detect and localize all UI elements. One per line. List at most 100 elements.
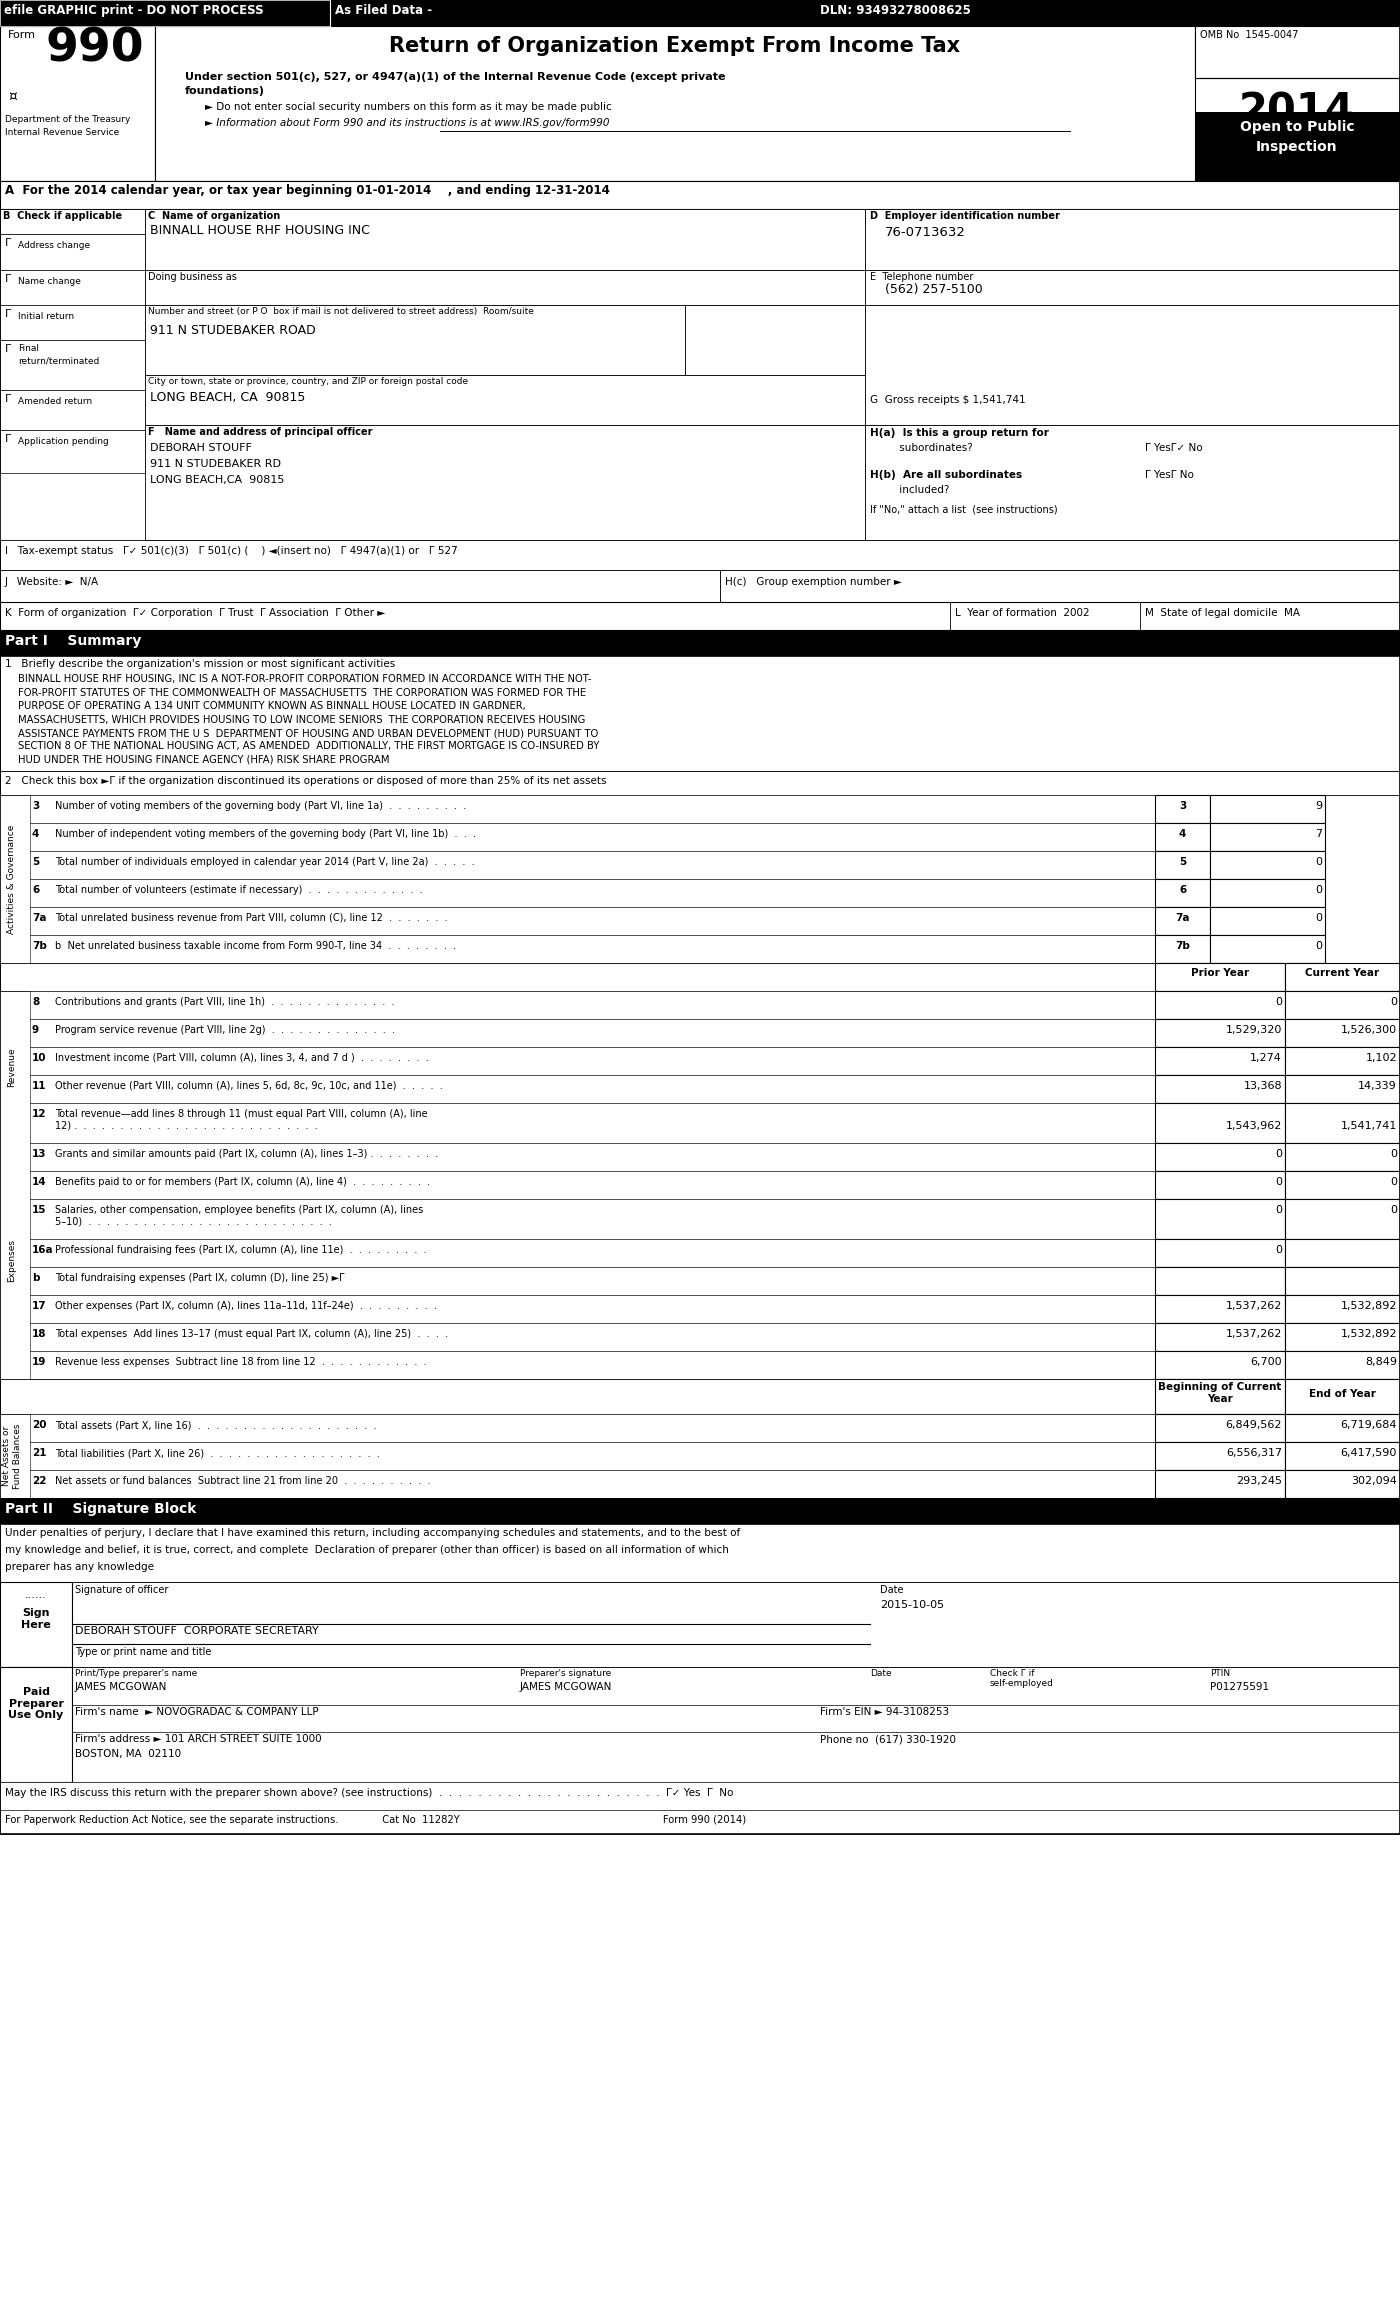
- Text: Amended return: Amended return: [18, 397, 92, 407]
- Bar: [1155, 1199, 1285, 1238]
- Text: 1,526,300: 1,526,300: [1341, 1024, 1397, 1036]
- Text: 6,417,590: 6,417,590: [1341, 1447, 1397, 1459]
- Bar: [29, 1103, 1155, 1144]
- Bar: [0, 1583, 71, 1668]
- Bar: [1155, 1415, 1285, 1443]
- Bar: [29, 907, 1155, 935]
- Bar: [1285, 1171, 1400, 1199]
- Text: Firm's name  ► NOVOGRADAC & COMPANY LLP: Firm's name ► NOVOGRADAC & COMPANY LLP: [76, 1707, 319, 1716]
- Text: Final: Final: [18, 345, 39, 354]
- Text: 911 N STUDEBAKER RD: 911 N STUDEBAKER RD: [150, 459, 281, 469]
- Text: 5: 5: [32, 857, 39, 866]
- Text: subordinates?: subordinates?: [869, 443, 973, 453]
- Text: ► Do not enter social security numbers on this form as it may be made public: ► Do not enter social security numbers o…: [204, 101, 612, 113]
- Text: Open to Public: Open to Public: [1239, 119, 1354, 133]
- Text: 7a: 7a: [32, 912, 46, 923]
- Bar: [1285, 1323, 1400, 1351]
- Text: my knowledge and belief, it is true, correct, and complete  Declaration of prepa: my knowledge and belief, it is true, cor…: [6, 1546, 729, 1555]
- Bar: [0, 629, 1400, 657]
- Text: 911 N STUDEBAKER ROAD: 911 N STUDEBAKER ROAD: [150, 324, 316, 338]
- Bar: [155, 25, 1196, 181]
- Text: efile GRAPHIC print - DO NOT PROCESS: efile GRAPHIC print - DO NOT PROCESS: [4, 5, 263, 16]
- Bar: [1155, 907, 1210, 935]
- Text: 1,537,262: 1,537,262: [1225, 1300, 1282, 1312]
- Bar: [1210, 880, 1324, 907]
- Text: 9: 9: [32, 1024, 39, 1036]
- Text: Check Γ if
self-employed: Check Γ if self-employed: [990, 1670, 1054, 1688]
- Text: Current Year: Current Year: [1305, 967, 1379, 979]
- Bar: [29, 1443, 1155, 1470]
- Text: Benefits paid to or for members (Part IX, column (A), line 4)  .  .  .  .  .  . : Benefits paid to or for members (Part IX…: [55, 1176, 430, 1188]
- Text: Grants and similar amounts paid (Part IX, column (A), lines 1–3) .  .  .  .  .  : Grants and similar amounts paid (Part IX…: [55, 1148, 438, 1160]
- Bar: [0, 1810, 1400, 1833]
- Bar: [0, 602, 1400, 629]
- Bar: [1196, 25, 1400, 78]
- Text: Γ: Γ: [6, 395, 11, 404]
- Bar: [0, 1378, 1400, 1415]
- Text: 1,274: 1,274: [1250, 1052, 1282, 1064]
- Text: E  Telephone number: E Telephone number: [869, 271, 973, 283]
- Bar: [0, 772, 1400, 795]
- Text: Γ YesΓ No: Γ YesΓ No: [1145, 471, 1194, 480]
- Text: Internal Revenue Service: Internal Revenue Service: [6, 129, 119, 138]
- Text: Phone no  (617) 330-1920: Phone no (617) 330-1920: [820, 1734, 956, 1743]
- Text: 8,849: 8,849: [1365, 1358, 1397, 1367]
- Text: Γ: Γ: [6, 345, 11, 354]
- Bar: [1155, 850, 1210, 880]
- Bar: [1285, 1238, 1400, 1268]
- Text: Activities & Governance: Activities & Governance: [7, 825, 17, 933]
- Bar: [0, 209, 146, 234]
- Text: L  Year of formation  2002: L Year of formation 2002: [955, 609, 1089, 618]
- Bar: [0, 25, 1400, 181]
- Text: 6,556,317: 6,556,317: [1226, 1447, 1282, 1459]
- Bar: [865, 271, 1400, 306]
- Bar: [29, 1075, 1155, 1103]
- Text: 293,245: 293,245: [1236, 1477, 1282, 1486]
- Text: HUD UNDER THE HOUSING FINANCE AGENCY (HFA) RISK SHARE PROGRAM: HUD UNDER THE HOUSING FINANCE AGENCY (HF…: [18, 756, 389, 765]
- Text: ¤: ¤: [8, 90, 17, 103]
- Text: MASSACHUSETTS, WHICH PROVIDES HOUSING TO LOW INCOME SENIORS  THE CORPORATION REC: MASSACHUSETTS, WHICH PROVIDES HOUSING TO…: [18, 714, 585, 724]
- Text: 0: 0: [1390, 1206, 1397, 1215]
- Text: 7: 7: [1315, 829, 1322, 838]
- Text: Other expenses (Part IX, column (A), lines 11a–11d, 11f–24e)  .  .  .  .  .  .  : Other expenses (Part IX, column (A), lin…: [55, 1300, 437, 1312]
- Text: Total assets (Part X, line 16)  .  .  .  .  .  .  .  .  .  .  .  .  .  .  .  .  : Total assets (Part X, line 16) . . . . .…: [55, 1420, 377, 1431]
- Text: 0: 0: [1275, 1206, 1282, 1215]
- Bar: [1196, 113, 1400, 181]
- Text: LONG BEACH,CA  90815: LONG BEACH,CA 90815: [150, 475, 284, 485]
- Bar: [0, 0, 330, 25]
- Text: DLN: 93493278008625: DLN: 93493278008625: [820, 5, 970, 16]
- Text: 0: 0: [1315, 857, 1322, 866]
- Text: Expenses: Expenses: [7, 1240, 17, 1282]
- Bar: [0, 340, 146, 390]
- Text: Professional fundraising fees (Part IX, column (A), line 11e)  .  .  .  .  .  . : Professional fundraising fees (Part IX, …: [55, 1245, 427, 1254]
- Bar: [29, 822, 1155, 850]
- Bar: [1155, 935, 1210, 962]
- Bar: [1285, 1415, 1400, 1443]
- Text: Paid
Preparer
Use Only: Paid Preparer Use Only: [8, 1686, 63, 1720]
- Text: 3: 3: [32, 802, 39, 811]
- Text: 18: 18: [32, 1330, 46, 1339]
- Text: 12: 12: [32, 1109, 46, 1119]
- Text: Preparer's signature: Preparer's signature: [519, 1670, 612, 1679]
- Text: b: b: [32, 1273, 39, 1284]
- Bar: [1155, 795, 1210, 822]
- Text: Total expenses  Add lines 13–17 (must equal Part IX, column (A), line 25)  .  . : Total expenses Add lines 13–17 (must equ…: [55, 1330, 448, 1339]
- Bar: [1210, 935, 1324, 962]
- Bar: [29, 1415, 1155, 1443]
- Bar: [29, 1238, 1155, 1268]
- Bar: [1285, 1103, 1400, 1144]
- Text: F   Name and address of principal officer: F Name and address of principal officer: [148, 427, 372, 436]
- Text: C  Name of organization: C Name of organization: [148, 211, 280, 221]
- Text: DEBORAH STOUFF  CORPORATE SECRETARY: DEBORAH STOUFF CORPORATE SECRETARY: [76, 1626, 319, 1635]
- Text: 7b: 7b: [32, 942, 46, 951]
- Text: Total liabilities (Part X, line 26)  .  .  .  .  .  .  .  .  .  .  .  .  .  .  .: Total liabilities (Part X, line 26) . . …: [55, 1447, 379, 1459]
- Bar: [0, 1668, 1400, 1782]
- Text: K  Form of organization  Γ✓ Corporation  Γ Trust  Γ Association  Γ Other ►: K Form of organization Γ✓ Corporation Γ …: [6, 609, 385, 618]
- Text: M  State of legal domicile  MA: M State of legal domicile MA: [1145, 609, 1301, 618]
- Bar: [146, 425, 865, 540]
- Bar: [1155, 1047, 1285, 1075]
- Bar: [1155, 1323, 1285, 1351]
- Text: Firm's address ► 101 ARCH STREET SUITE 1000: Firm's address ► 101 ARCH STREET SUITE 1…: [76, 1734, 322, 1743]
- Bar: [1285, 1144, 1400, 1171]
- Text: Firm's EIN ► 94-3108253: Firm's EIN ► 94-3108253: [820, 1707, 949, 1716]
